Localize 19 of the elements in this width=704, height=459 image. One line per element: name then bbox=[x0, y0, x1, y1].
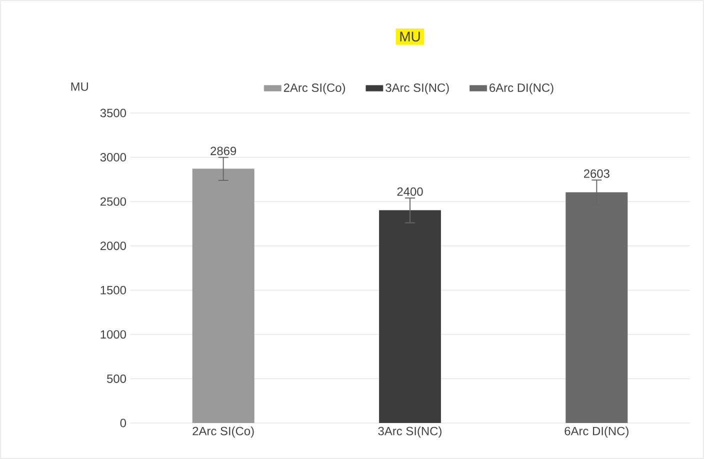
chart-title: MU bbox=[400, 32, 420, 42]
legend-label: 3Arc SI(NC) bbox=[386, 83, 449, 94]
y-tick-label: 3000 bbox=[100, 153, 126, 162]
y-tick-label: 0 bbox=[120, 418, 126, 428]
x-tick-label: 3Arc SI(NC) bbox=[378, 426, 442, 438]
y-tick-label: 500 bbox=[107, 374, 126, 383]
y-tick-label: 2500 bbox=[100, 197, 126, 206]
legend-label: 2Arc SI(Co) bbox=[284, 83, 346, 94]
x-tick-label: 2Arc SI(Co) bbox=[192, 426, 254, 438]
data-label: 2400 bbox=[397, 187, 423, 196]
legend-label: 6Arc DI(NC) bbox=[490, 83, 554, 94]
y-tick-label: 1000 bbox=[100, 330, 126, 339]
y-tick-label: 2000 bbox=[100, 242, 126, 250]
x-tick-label: 6Arc DI(NC) bbox=[564, 426, 628, 438]
y-tick-label: 1500 bbox=[100, 286, 126, 294]
y-axis-title: MU bbox=[71, 82, 88, 91]
data-label: 2869 bbox=[210, 146, 236, 156]
data-label: 2603 bbox=[584, 169, 610, 178]
y-tick-label: 3500 bbox=[100, 108, 126, 118]
